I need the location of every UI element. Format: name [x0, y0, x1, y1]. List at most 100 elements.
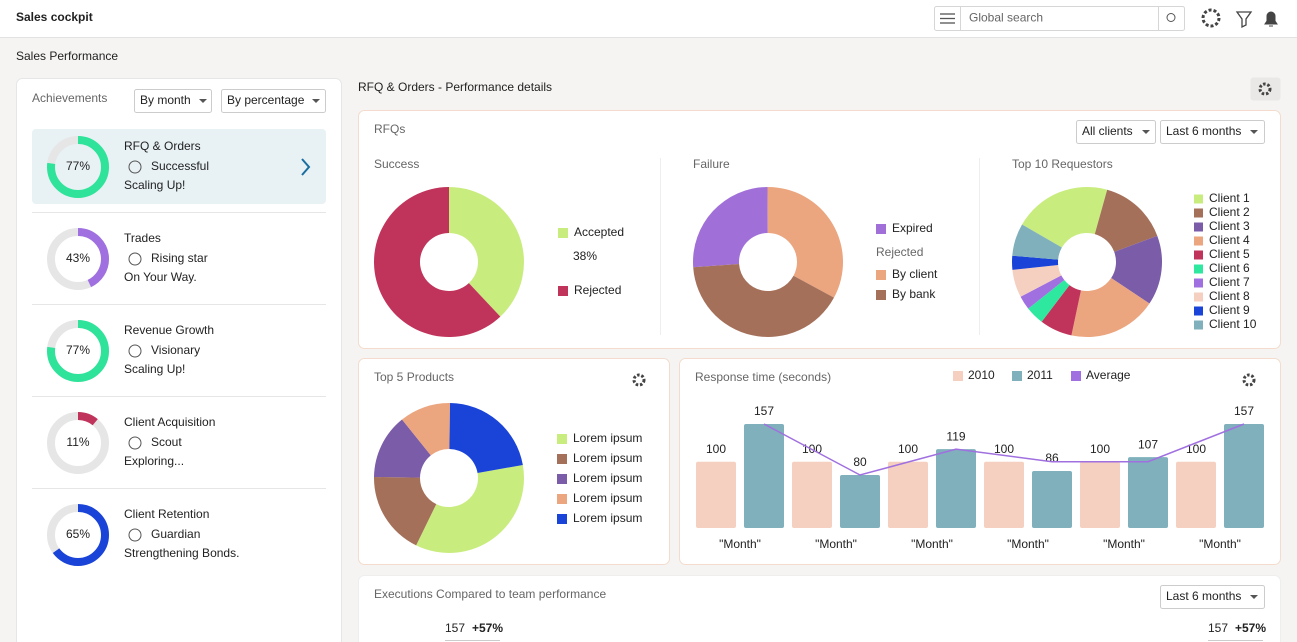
pie-slice [1012, 224, 1062, 260]
chart-title: Failure [693, 157, 730, 171]
value-label: 100 [994, 442, 1014, 456]
dropdown[interactable] [134, 89, 212, 113]
legend-swatch [1194, 306, 1203, 316]
pie-slice [1111, 235, 1162, 304]
pie-slice [449, 403, 523, 473]
legend-label: Lorem ipsum [573, 511, 642, 525]
legend-label: Expired [892, 221, 933, 235]
dropdown[interactable] [221, 89, 326, 113]
legend-label: 2010 [968, 368, 995, 382]
dropdown-arrow [312, 99, 320, 103]
search-placeholder[interactable]: Global search [969, 11, 1043, 25]
bar [696, 461, 736, 528]
legend-swatch [1194, 320, 1203, 330]
pie-slice [1020, 275, 1065, 309]
item-note: Scaling Up! [124, 178, 185, 192]
item-note: On Your Way. [124, 270, 197, 284]
legend-swatch [1012, 371, 1022, 381]
legend-swatch [557, 494, 567, 504]
ring-progress [47, 320, 109, 382]
legend-swatch [1194, 250, 1203, 260]
legend-swatch [557, 434, 567, 444]
legend-label: Client 2 [1209, 205, 1250, 219]
dropdown-label[interactable]: Last 6 months [1166, 589, 1241, 603]
legend-swatch [1194, 236, 1203, 246]
legend-swatch [1071, 371, 1081, 381]
bar [840, 475, 880, 528]
bell-icon[interactable] [1264, 11, 1278, 27]
bar [1032, 471, 1072, 528]
dropdown-label[interactable]: All clients [1082, 124, 1133, 138]
page-title: Sales Performance [16, 49, 118, 63]
bar [1080, 461, 1120, 528]
pie-slice [1071, 278, 1150, 337]
rfqs-label: RFQs [374, 122, 405, 136]
item-note: Scaling Up! [124, 362, 185, 376]
filter-icon[interactable] [1235, 11, 1253, 29]
legend-swatch [1194, 292, 1203, 302]
dropdown[interactable] [1160, 120, 1265, 144]
ring-label: 65% [66, 527, 90, 541]
ring-progress [47, 504, 109, 566]
chart-title: Top 5 Products [374, 370, 454, 384]
dropdown-label[interactable]: By month [140, 93, 191, 107]
details-title: RFQ & Orders - Performance details [358, 80, 552, 94]
average-line [763, 423, 1245, 476]
achievements-card [16, 78, 342, 642]
settings-button[interactable] [1250, 77, 1281, 101]
item-title: Client Retention [124, 507, 209, 521]
execution-value: 157 [1208, 621, 1228, 635]
pie-slice [1012, 255, 1059, 270]
item-badge: Scout [151, 435, 182, 449]
value-label: 107 [1138, 437, 1158, 451]
x-tick-label: "Month" [1199, 537, 1241, 551]
pie-slice [1094, 189, 1158, 252]
badge-icon [128, 252, 142, 266]
badge-icon [128, 160, 142, 174]
value-label: 100 [706, 442, 726, 456]
dropdown-arrow [1250, 130, 1258, 134]
pie-slice [693, 264, 834, 338]
bar [1224, 424, 1264, 528]
legend-label: Client 3 [1209, 219, 1250, 233]
dropdown-label[interactable]: By percentage [227, 93, 305, 107]
chip-icon[interactable] [1201, 8, 1221, 28]
dropdown-label[interactable]: Last 6 months [1166, 124, 1241, 138]
item-title: RFQ & Orders [124, 139, 201, 153]
ring-progress [47, 136, 109, 198]
search-icon[interactable] [1166, 13, 1176, 22]
legend-label: Client 8 [1209, 289, 1250, 303]
execution-value: 157 [445, 621, 465, 635]
execution-change: +57% [1235, 621, 1266, 635]
x-tick-label: "Month" [815, 537, 857, 551]
ring-label: 11% [66, 435, 89, 449]
legend-label: Client 1 [1209, 191, 1250, 205]
gear-icons[interactable] [632, 82, 1272, 387]
legend-swatch [558, 286, 568, 296]
bar [984, 461, 1024, 528]
bar [936, 449, 976, 528]
item-badge: Rising star [151, 251, 208, 265]
search-box[interactable] [934, 6, 1185, 31]
app-title: Sales cockpit [16, 10, 93, 24]
legend-swatch [953, 371, 963, 381]
selected-row [32, 129, 326, 204]
legend-swatch [1194, 208, 1203, 218]
ring-progress [47, 412, 109, 474]
settings-icon[interactable] [940, 13, 955, 24]
legend-label: Lorem ipsum [573, 471, 642, 485]
achievements-label: Achievements [32, 91, 107, 105]
ring-label: 43% [66, 251, 90, 265]
value-label: 80 [853, 455, 867, 469]
item-badge: Successful [151, 159, 209, 173]
pie-slice [767, 187, 843, 298]
dropdown[interactable] [1160, 585, 1265, 609]
legend-label: Client 5 [1209, 247, 1250, 261]
legend-label: Client 9 [1209, 303, 1250, 317]
card-title: Executions Compared to team performance [374, 587, 606, 601]
dropdown-arrow [199, 99, 207, 103]
dropdown[interactable] [1076, 120, 1156, 144]
legend-swatch [557, 474, 567, 484]
legend-swatch [1194, 194, 1203, 204]
